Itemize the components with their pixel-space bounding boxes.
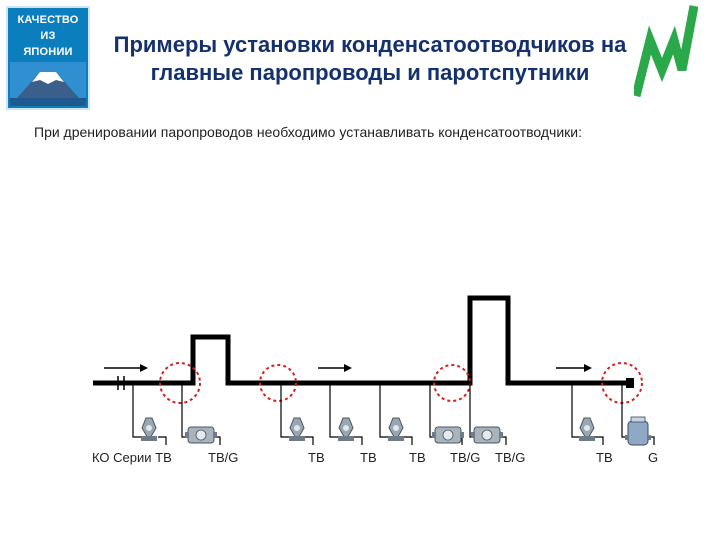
drip-leg (469, 383, 474, 438)
drip-leg (181, 383, 188, 438)
steam-trap-g-icon (624, 416, 652, 446)
trap-label: КО Серии ТВ (92, 450, 172, 465)
trap-label: ТВ/G (208, 450, 239, 465)
mount-fuji-icon (10, 62, 86, 106)
drip-leg-outlet (595, 436, 604, 445)
trap-label: ТВ (308, 450, 325, 465)
drip-leg (329, 383, 338, 438)
drip-leg-outlet (354, 436, 363, 445)
trap-label: ТВ/G (495, 450, 526, 465)
steam-trap-tb-icon (140, 417, 158, 442)
drip-leg (132, 383, 141, 438)
intro-text: При дренировании паропроводов необходимо… (34, 124, 582, 140)
drip-leg (571, 383, 579, 438)
steam-trap-tb-icon (578, 417, 596, 442)
page-title-line-2: главные паропроводы и паротспутники (150, 60, 590, 85)
badge-line-3: ЯПОНИИ (23, 46, 73, 58)
flow-arrow (104, 364, 148, 372)
page-title-line-1: Примеры установки конденсатоотводчиков н… (113, 32, 627, 57)
steam-trap-tbg-icon (184, 426, 218, 444)
steam-trap-tbg-icon (470, 426, 504, 444)
steam-trap-tbg-icon (431, 426, 465, 444)
trap-label: ТВ (596, 450, 613, 465)
flow-arrow (556, 364, 592, 372)
badge-line-1: КАЧЕСТВО (17, 14, 79, 26)
drip-leg-outlet (500, 436, 507, 445)
steam-trap-tb-icon (337, 417, 355, 442)
company-logo-icon (634, 5, 698, 98)
drip-leg-outlet (158, 436, 167, 445)
drip-leg (621, 383, 628, 438)
highlight-circle (159, 362, 201, 404)
badge-line-2: ИЗ (40, 30, 56, 42)
drip-leg (280, 383, 290, 438)
steam-trap-tb-icon (288, 417, 306, 442)
trap-label: G (648, 450, 659, 465)
highlight-circle (259, 364, 297, 402)
drip-leg-outlet (214, 436, 221, 445)
steam-trap-tb-icon (387, 417, 405, 442)
trap-label: ТВ (360, 450, 377, 465)
drip-leg-outlet (404, 436, 413, 445)
drip-leg-outlet (305, 436, 314, 445)
trap-label: ТВ/G (450, 450, 481, 465)
trap-label: ТВ (409, 450, 426, 465)
drip-leg (379, 383, 388, 438)
main-pipe (93, 295, 634, 390)
flow-arrow (318, 364, 352, 372)
pipe-end-cap (626, 378, 634, 388)
quality-badge: КАЧЕСТВО ИЗ ЯПОНИИ (6, 6, 90, 110)
